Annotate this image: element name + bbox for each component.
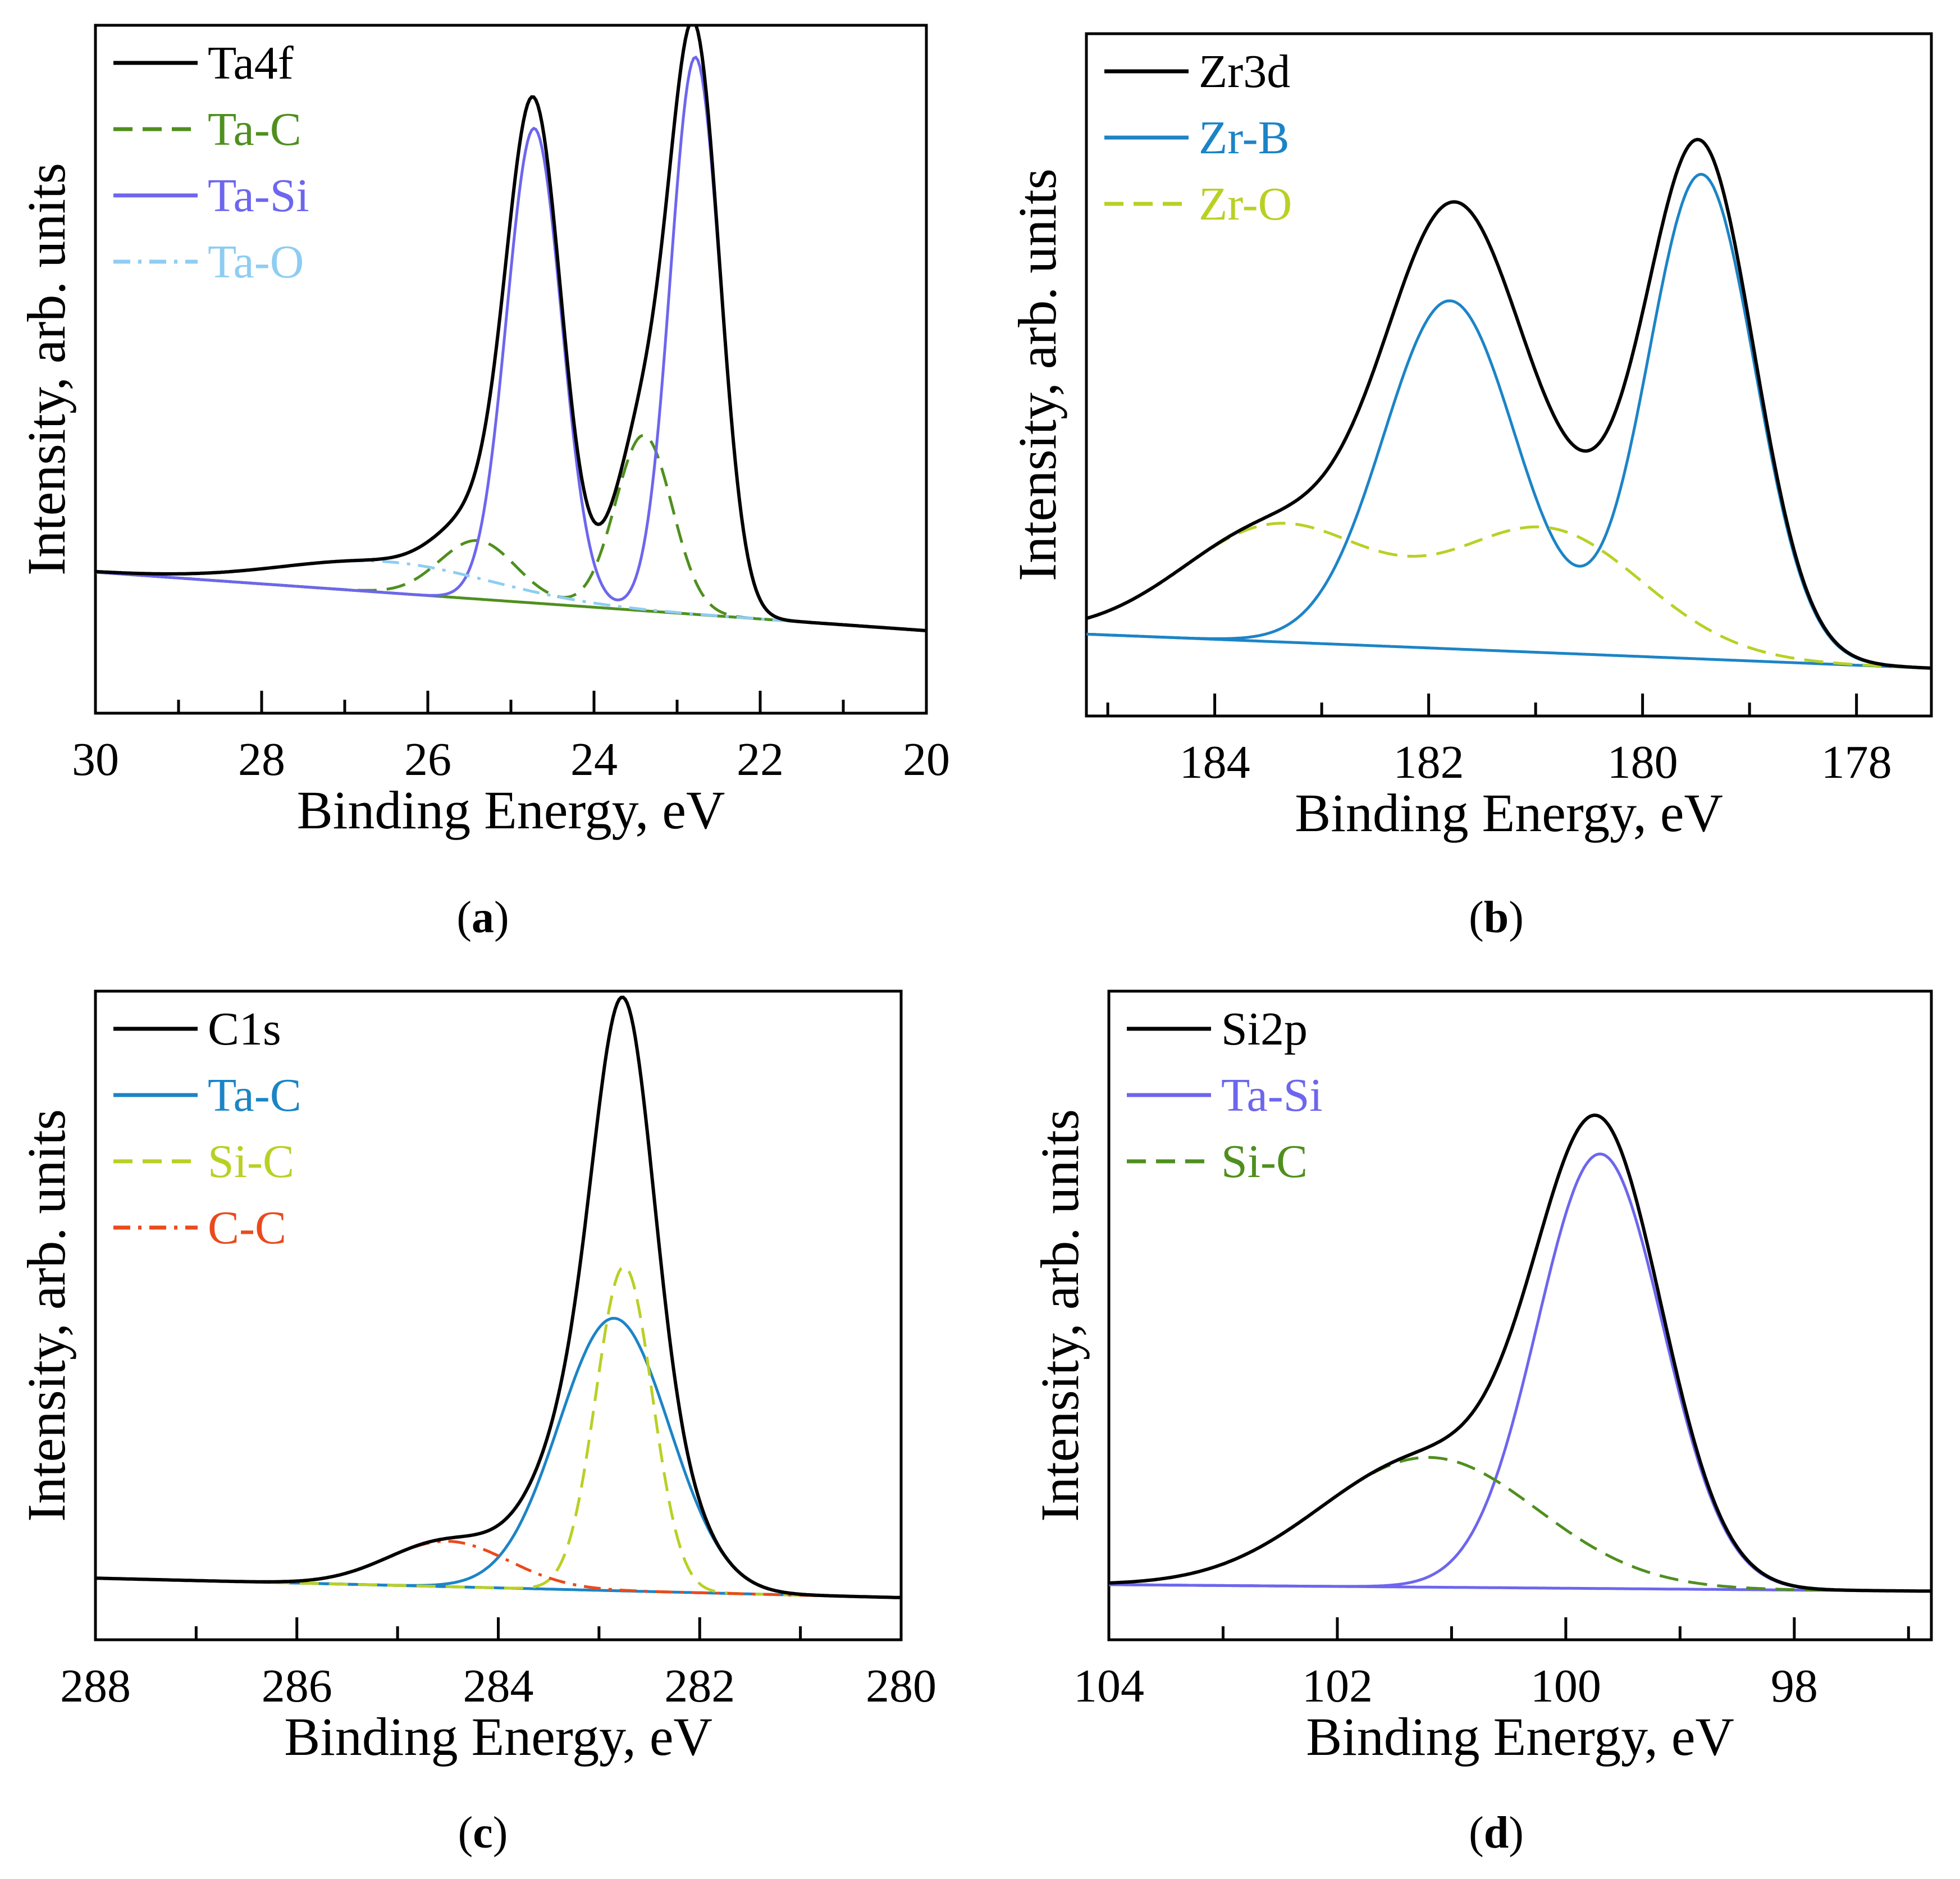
panel-d-x-axis-title: Binding Energy, eV [1306,1707,1734,1767]
panel-b-x-axis-title: Binding Energy, eV [1295,783,1723,843]
panel-d-x-tick-label: 100 [1530,1660,1601,1712]
panel-d-x-tick-label: 102 [1302,1660,1373,1712]
panel-d-legend-label: Si2p [1221,1003,1308,1055]
panel-b-x-tick-label: 182 [1394,736,1464,788]
panel-d-y-axis-title: Intensity, arb. units [1030,1109,1090,1522]
panel-d-x-tick-label: 104 [1073,1660,1144,1712]
panel-a-x-tick-label: 30 [72,733,119,786]
panel-b: 184 182 180 178 Binding Energy, eV Intensity,… [1007,32,1933,942]
panel-c-y-axis-title: Intensity, arb. units [16,1109,76,1522]
panel-b-x-tick-label: 178 [1821,736,1892,788]
panel-d-legend-label: Ta-Si [1221,1069,1323,1121]
panel-d-series-ta-si [1109,1152,1931,1593]
panel-c-series-si-c [95,1265,901,1599]
panel-a-x-tick-label: 22 [737,733,784,786]
panel-c-x-axis-title: Binding Energy, eV [284,1707,712,1767]
panel-a-legend-label: Ta-C [208,103,301,156]
panel-a-x-tick-label: 24 [570,733,618,786]
panel-b-legend-label: Zr3d [1199,45,1290,98]
panel-a-caption: (a) [456,893,509,942]
panel-c-x-tick-label: 282 [664,1660,735,1712]
panel-c-plot-area [95,995,901,1599]
panel-c-x-tick-label: 280 [866,1660,936,1712]
panel-a-x-axis-title: Binding Energy, eV [297,780,725,840]
panel-c-x-tick-label: 288 [60,1660,131,1712]
panel-a-series-ta4f [95,25,926,632]
panel-c-caption: (c) [458,1808,508,1858]
panel-b-plot-area [1086,138,1931,670]
panel-a-y-axis-title: Intensity, arb. units [16,163,76,576]
panel-a-legend-label: Ta4f [208,37,294,89]
panel-d-legend-label: Si-C [1221,1135,1308,1188]
panel-b-y-axis-title: Intensity, arb. units [1007,168,1067,581]
panel-c-series-c1s [95,995,901,1599]
panel-b-frame [1085,32,1933,718]
panel-d-caption: (d) [1469,1808,1524,1858]
panel-b-caption: (b) [1469,893,1524,942]
panel-a: 30 28 26 24 22 20 Binding Energy, eV Intensity,… [16,24,950,942]
panel-d-frame [1107,989,1933,1641]
panel-d: 104 102 100 98 Binding Energy, eV Intensity, … [1030,989,1933,1858]
panel-c-legend-label: Ta-C [208,1069,301,1121]
panel-d-x-tick-label: 98 [1771,1660,1818,1712]
panel-a-legend-label: Ta-O [208,236,304,288]
panel-c: 288 286 284 282 280 Binding Energy, eV Intensi… [16,989,936,1858]
panel-d-series-si2p [1109,1113,1931,1593]
panel-c-x-tick-label: 284 [463,1660,534,1712]
panel-a-x-tick-label: 20 [903,733,950,786]
panel-b-x-tick-label: 180 [1607,736,1678,788]
panel-b-series-zr-b [1086,172,1931,670]
panel-c-legend-label: C-C [208,1202,286,1254]
panel-d-series-si-c [1109,1456,1931,1593]
panel-a-plot-area [95,25,926,632]
panel-b-legend-label: Zr-O [1199,178,1292,230]
panel-b-series-zr3d [1086,138,1931,670]
panel-a-legend-label: Ta-Si [208,170,309,222]
panel-a-x-tick-label: 28 [238,733,285,786]
panel-d-plot-area [1109,1113,1931,1593]
panel-a-x-tick-label: 26 [404,733,451,786]
panel-b-legend-label: Zr-B [1199,112,1290,164]
panel-c-x-tick-label: 286 [262,1660,332,1712]
panel-b-x-tick-label: 184 [1180,736,1250,788]
panel-c-legend-label: C1s [208,1003,281,1055]
panel-c-legend-label: Si-C [208,1135,294,1188]
